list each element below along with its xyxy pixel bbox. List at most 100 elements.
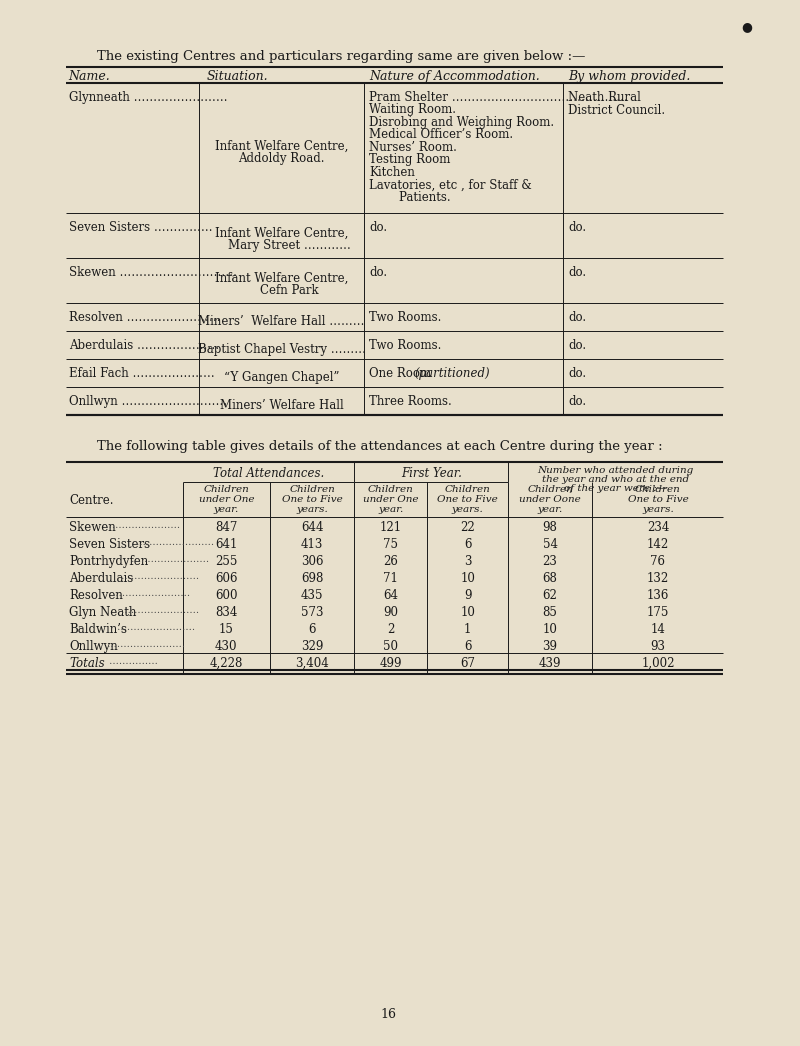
- Text: 85: 85: [542, 606, 558, 619]
- Text: 90: 90: [383, 606, 398, 619]
- Text: 136: 136: [646, 589, 669, 602]
- Text: Onllwyn ………………………: Onllwyn ………………………: [69, 395, 227, 408]
- Text: Pram Shelter ………………………………………: Pram Shelter ………………………………………: [369, 91, 628, 104]
- Text: Miners’  Welfare Hall ………: Miners’ Welfare Hall ………: [198, 315, 365, 327]
- Text: 9: 9: [464, 589, 471, 602]
- Text: 26: 26: [383, 555, 398, 568]
- Text: the year and who at the end: the year and who at the end: [542, 475, 690, 484]
- Text: Pontrhydyfen: Pontrhydyfen: [69, 555, 148, 568]
- Text: 68: 68: [542, 572, 558, 585]
- Text: of the year were :—: of the year were :—: [564, 484, 667, 493]
- Text: 439: 439: [539, 657, 562, 670]
- Text: 329: 329: [301, 640, 323, 653]
- Text: Centre.: Centre.: [69, 494, 114, 507]
- Text: One to Five: One to Five: [627, 495, 688, 504]
- Text: 641: 641: [215, 538, 238, 551]
- Text: 644: 644: [301, 521, 323, 535]
- Text: 54: 54: [542, 538, 558, 551]
- Text: Children: Children: [445, 485, 490, 494]
- Text: District Council.: District Council.: [568, 104, 666, 116]
- Text: Skewen …………………………: Skewen …………………………: [69, 266, 237, 279]
- Text: 834: 834: [215, 606, 238, 619]
- Text: 698: 698: [301, 572, 323, 585]
- Text: ●: ●: [741, 20, 752, 33]
- Text: Children: Children: [290, 485, 335, 494]
- Text: 4,228: 4,228: [210, 657, 243, 670]
- Text: years.: years.: [642, 505, 674, 514]
- Text: 98: 98: [542, 521, 558, 535]
- Text: Aberdulais: Aberdulais: [69, 572, 133, 585]
- Text: Nurses’ Room.: Nurses’ Room.: [369, 141, 457, 154]
- Text: Totals: Totals: [69, 657, 105, 670]
- Text: 132: 132: [646, 572, 669, 585]
- Text: Children: Children: [635, 485, 681, 494]
- Text: ‥‥‥‥‥‥‥‥‥‥‥‥: ‥‥‥‥‥‥‥‥‥‥‥‥: [109, 589, 190, 598]
- Text: Nature of Accommodation.: Nature of Accommodation.: [369, 70, 540, 83]
- Text: ‥‥‥‥‥‥‥‥‥‥‥‥: ‥‥‥‥‥‥‥‥‥‥‥‥: [118, 606, 199, 615]
- Text: do.: do.: [568, 339, 586, 353]
- Text: 847: 847: [215, 521, 238, 535]
- Text: Waiting Room.: Waiting Room.: [369, 104, 456, 116]
- Text: Skewen: Skewen: [69, 521, 116, 535]
- Text: Three Rooms.: Three Rooms.: [369, 395, 452, 408]
- Text: 23: 23: [542, 555, 558, 568]
- Text: ……………: ……………: [106, 657, 158, 666]
- Text: 121: 121: [380, 521, 402, 535]
- Text: Infant Welfare Centre,: Infant Welfare Centre,: [215, 227, 348, 240]
- Text: Resolven ……………………: Resolven ……………………: [69, 311, 221, 324]
- Text: “Y Gangen Chapel”: “Y Gangen Chapel”: [224, 370, 339, 384]
- Text: Number who attended during: Number who attended during: [538, 467, 694, 475]
- Text: Two Rooms.: Two Rooms.: [369, 311, 442, 324]
- Text: 499: 499: [380, 657, 402, 670]
- Text: Medical Officer’s Room.: Medical Officer’s Room.: [369, 129, 513, 141]
- Text: 6: 6: [464, 640, 471, 653]
- Text: Situation.: Situation.: [207, 70, 269, 83]
- Text: 6: 6: [464, 538, 471, 551]
- Text: 600: 600: [215, 589, 238, 602]
- Text: Infant Welfare Centre,: Infant Welfare Centre,: [215, 272, 348, 285]
- Text: Two Rooms.: Two Rooms.: [369, 339, 442, 353]
- Text: ‥‥‥‥‥‥‥‥‥‥‥‥: ‥‥‥‥‥‥‥‥‥‥‥‥: [128, 555, 210, 564]
- Text: ‥‥‥‥‥‥‥‥‥‥‥‥: ‥‥‥‥‥‥‥‥‥‥‥‥: [118, 572, 199, 581]
- Text: ‥‥‥‥‥‥‥‥‥‥‥‥: ‥‥‥‥‥‥‥‥‥‥‥‥: [114, 623, 194, 632]
- Text: 62: 62: [542, 589, 558, 602]
- Text: (partitioned): (partitioned): [414, 367, 490, 380]
- Text: 1: 1: [464, 623, 471, 636]
- Text: 573: 573: [301, 606, 323, 619]
- Text: Children: Children: [203, 485, 249, 494]
- Text: year.: year.: [538, 505, 562, 514]
- Text: do.: do.: [568, 367, 586, 380]
- Text: Mary Street …………: Mary Street …………: [213, 240, 350, 252]
- Text: 50: 50: [383, 640, 398, 653]
- Text: 413: 413: [301, 538, 323, 551]
- Text: 75: 75: [383, 538, 398, 551]
- Text: do.: do.: [568, 266, 586, 279]
- Text: 76: 76: [650, 555, 666, 568]
- Text: years.: years.: [296, 505, 328, 514]
- Text: do.: do.: [568, 311, 586, 324]
- Text: ‥‥‥‥‥‥‥‥‥‥‥‥: ‥‥‥‥‥‥‥‥‥‥‥‥: [104, 640, 185, 649]
- Text: 435: 435: [301, 589, 323, 602]
- Text: under One: under One: [363, 495, 418, 504]
- Text: 16: 16: [381, 1008, 397, 1021]
- Text: Aberdulais …………………: Aberdulais …………………: [69, 339, 219, 353]
- Text: 14: 14: [650, 623, 666, 636]
- Text: 255: 255: [215, 555, 238, 568]
- Text: Children: Children: [368, 485, 414, 494]
- Text: First Year.: First Year.: [401, 467, 462, 480]
- Text: Kitchen: Kitchen: [369, 166, 415, 179]
- Text: Disrobing and Weighing Room.: Disrobing and Weighing Room.: [369, 116, 554, 129]
- Text: One to Five: One to Five: [282, 495, 342, 504]
- Text: 64: 64: [383, 589, 398, 602]
- Text: 3,404: 3,404: [295, 657, 329, 670]
- Text: 15: 15: [219, 623, 234, 636]
- Text: The following table gives details of the attendances at each Centre during the y: The following table gives details of the…: [97, 440, 662, 453]
- Text: Efail Fach …………………: Efail Fach …………………: [69, 367, 214, 380]
- Text: 10: 10: [460, 572, 475, 585]
- Text: under Oone: under Oone: [519, 495, 581, 504]
- Text: ‥‥‥‥‥‥‥‥‥‥‥‥: ‥‥‥‥‥‥‥‥‥‥‥‥: [134, 538, 214, 547]
- Text: 67: 67: [460, 657, 475, 670]
- Text: Neath Rural: Neath Rural: [568, 91, 641, 104]
- Text: 6: 6: [309, 623, 316, 636]
- Text: 10: 10: [460, 606, 475, 619]
